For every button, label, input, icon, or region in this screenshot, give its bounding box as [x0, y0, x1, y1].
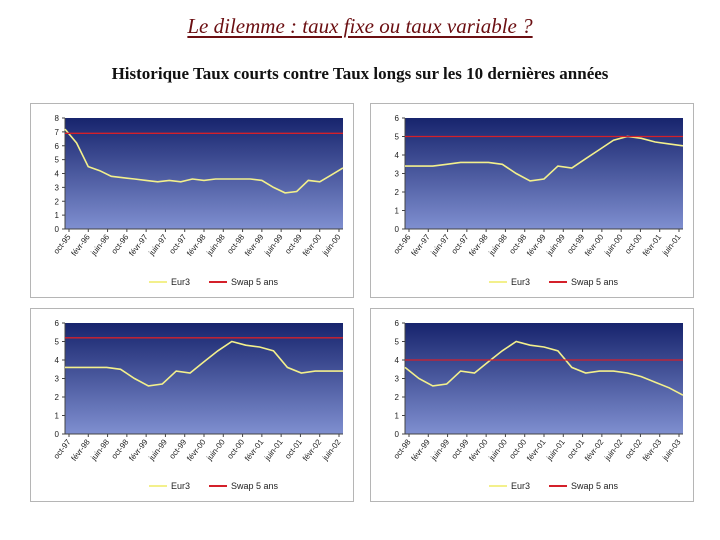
x-tick-label: févr-98	[185, 232, 208, 258]
y-tick-label: 2	[395, 393, 400, 402]
x-tick-label: févr-99	[127, 437, 150, 463]
legend-label: Swap 5 ans	[231, 481, 279, 491]
x-tick-label: juin-02	[320, 437, 343, 463]
x-tick-label: févr-01	[641, 232, 664, 258]
y-tick-label: 6	[55, 142, 60, 151]
x-tick-label: juin-99	[429, 437, 452, 463]
x-tick-label: févr-99	[409, 437, 432, 463]
y-tick-label: 3	[55, 183, 60, 192]
x-tick-label: févr-99	[243, 232, 266, 258]
y-tick-label: 6	[395, 319, 400, 328]
y-tick-label: 3	[395, 170, 400, 179]
legend-label: Eur3	[171, 481, 190, 491]
x-tick-label: juin-99	[147, 437, 170, 463]
x-tick-label: juin-98	[204, 232, 227, 258]
y-tick-label: 4	[55, 356, 60, 365]
series-line-eur3	[404, 340, 684, 396]
chart-top-left: 012345678oct-95févr-96juin-96oct-96févr-…	[52, 114, 344, 287]
x-tick-label: févr-00	[301, 232, 324, 258]
y-tick-label: 7	[55, 128, 60, 137]
y-tick-label: 2	[55, 197, 60, 206]
y-tick-label: 5	[395, 338, 400, 347]
y-tick-label: 4	[55, 170, 60, 179]
y-tick-label: 6	[55, 319, 60, 328]
x-tick-label: févr-97	[409, 232, 432, 258]
chart-top-right: 0123456oct-96févr-97juin-97oct-97févr-98…	[392, 114, 684, 287]
x-tick-label: févr-02	[301, 437, 324, 463]
chart-panel-bottom-right: 0 1 2 3 4 5 6 oct-98 févr-99 juin-99 oct-99 févr-00…	[370, 308, 694, 502]
chart-bottom-right: 0123456oct-98févr-99juin-99oct-99févr-00…	[392, 319, 684, 491]
legend-label: Swap 5 ans	[571, 277, 619, 287]
y-tick-label: 3	[395, 375, 400, 384]
y-tick-label: 1	[55, 211, 60, 220]
y-tick-label: 5	[395, 133, 400, 142]
x-tick-label: juin-99	[544, 232, 567, 258]
x-tick-label: févr-00	[185, 437, 208, 463]
x-tick-label: juin-98	[487, 232, 510, 258]
y-tick-label: 0	[395, 225, 400, 234]
x-tick-label: juin-97	[147, 232, 170, 258]
legend-label: Swap 5 ans	[231, 277, 279, 287]
x-tick-label: févr-01	[243, 437, 266, 463]
y-tick-label: 1	[395, 412, 400, 421]
x-tick-label: févr-99	[525, 232, 548, 258]
x-tick-label: févr-00	[467, 437, 490, 463]
chart-panel-top-left: 0 1 2 3 4 5 6 7 8 oct-95 févr-96 juin-96 oct-96 févr-…	[30, 103, 354, 298]
x-tick-label: juin-03	[660, 437, 683, 463]
legend-label: Eur3	[511, 277, 530, 287]
y-tick-label: 8	[55, 114, 60, 123]
chart-panel-top-right: 0 1 2 3 4 5 6 oct-96 févr-97 juin-97 oct-97 févr-98…	[370, 103, 694, 298]
x-tick-label: juin-02	[602, 437, 625, 463]
x-tick-label: juin-01	[262, 437, 285, 463]
y-tick-label: 4	[395, 151, 400, 160]
plot-area	[65, 118, 343, 229]
series-line-eur3	[65, 340, 343, 387]
y-tick-label: 1	[395, 207, 400, 216]
x-tick-label: juin-00	[320, 232, 343, 258]
y-tick-label: 3	[55, 375, 60, 384]
legend-label: Eur3	[511, 481, 530, 491]
series-line-eur3	[405, 135, 684, 182]
plot-area	[405, 323, 683, 434]
y-tick-label: 4	[395, 356, 400, 365]
x-tick-label: juin-01	[544, 437, 567, 463]
plot-area	[405, 118, 683, 229]
x-tick-label: juin-00	[487, 437, 510, 463]
y-tick-label: 1	[55, 412, 60, 421]
x-tick-label: févr-03	[641, 437, 664, 463]
y-tick-label: 6	[395, 114, 400, 123]
y-tick-label: 0	[395, 430, 400, 439]
chart-bottom-left: 0123456oct-97févr-98juin-98oct-98févr-99…	[52, 319, 343, 491]
series-line-eur3	[64, 128, 344, 194]
x-tick-label: févr-01	[525, 437, 548, 463]
x-tick-label: juin-01	[660, 232, 683, 258]
y-tick-label: 0	[55, 225, 60, 234]
page-subtitle: Historique Taux courts contre Taux longs…	[111, 64, 609, 83]
y-tick-label: 0	[55, 430, 60, 439]
legend-label: Eur3	[171, 277, 190, 287]
chart-panel-bottom-left: 0 1 2 3 4 5 6 oct-97 févr-98 juin-98 oct-98 févr-99…	[30, 308, 354, 502]
x-tick-label: févr-97	[127, 232, 150, 258]
x-tick-label: juin-96	[89, 232, 112, 258]
x-tick-label: févr-02	[583, 437, 606, 463]
y-tick-label: 2	[395, 188, 400, 197]
x-tick-label: févr-98	[467, 232, 490, 258]
x-tick-label: févr-00	[583, 232, 606, 258]
y-tick-label: 5	[55, 156, 60, 165]
x-tick-label: juin-98	[89, 437, 112, 463]
x-tick-label: juin-00	[602, 232, 625, 258]
legend-label: Swap 5 ans	[571, 481, 619, 491]
x-tick-label: juin-97	[429, 232, 452, 258]
page-title: Le dilemme : taux fixe ou taux variable …	[187, 14, 533, 38]
y-tick-label: 5	[55, 338, 60, 347]
x-tick-label: juin-00	[204, 437, 227, 463]
x-tick-label: févr-98	[69, 437, 92, 463]
plot-area	[65, 323, 343, 434]
x-tick-label: févr-96	[69, 232, 92, 258]
x-tick-label: juin-99	[262, 232, 285, 258]
y-tick-label: 2	[55, 393, 60, 402]
